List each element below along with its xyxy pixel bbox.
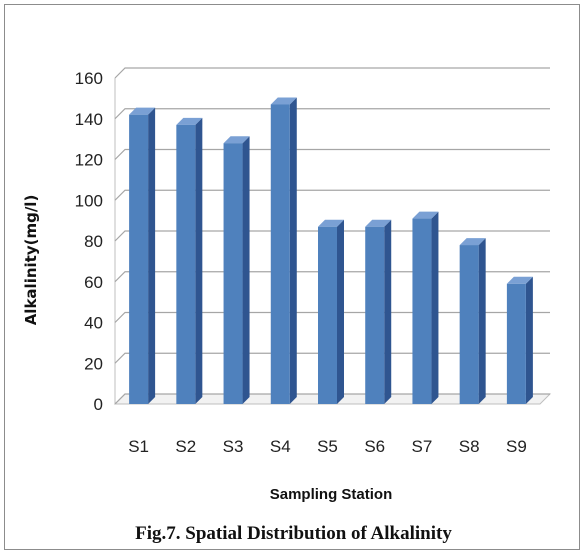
gridline [114, 148, 550, 160]
gridline [114, 108, 550, 120]
bar-s4 [270, 97, 297, 405]
x-tick-label: S3 [223, 437, 244, 456]
gridlines [114, 67, 550, 405]
bar-s1 [129, 107, 156, 405]
x-tick-label: S9 [506, 437, 527, 456]
y-tick-label: 20 [84, 354, 103, 373]
y-tick-label: 120 [75, 151, 103, 170]
y-tick-label: 140 [75, 110, 103, 129]
x-tick-label: S8 [459, 437, 480, 456]
gridline [114, 189, 550, 201]
x-tick-label: S2 [175, 437, 196, 456]
y-axis-title: Alkalinity(mg/l) [22, 195, 40, 326]
y-tick-label: 0 [94, 395, 103, 414]
y-tick-label: 60 [84, 273, 103, 292]
figure-caption: Fig.7. Spatial Distribution of Alkalinit… [135, 523, 452, 544]
x-axis-ticks: S1 S2 S3 S4 S5 S6 S7 S8 S9 [128, 437, 527, 456]
x-tick-label: S4 [270, 437, 291, 456]
x-tick-label: S6 [364, 437, 385, 456]
bar-s5 [318, 219, 344, 404]
bar-s7 [412, 211, 439, 404]
gridline [114, 67, 550, 79]
bar-s6 [365, 219, 392, 404]
x-axis-title: Sampling Station [270, 486, 393, 503]
gridline [114, 271, 550, 283]
y-tick-label: 160 [75, 69, 103, 88]
y-tick-label: 100 [75, 191, 103, 210]
y-tick-label: 40 [84, 314, 103, 333]
bar-s9 [506, 276, 533, 404]
x-tick-label: S5 [317, 437, 338, 456]
y-tick-label: 80 [84, 232, 103, 251]
gridline [114, 230, 550, 242]
gridline [114, 393, 550, 405]
y-axis-ticks: 0 20 40 60 80 100 120 140 160 [75, 69, 103, 414]
bar-s8 [459, 238, 486, 404]
x-tick-label: S1 [128, 437, 149, 456]
bars [129, 97, 533, 405]
gridline [114, 352, 550, 364]
bar-s2 [176, 117, 203, 405]
x-tick-label: S7 [412, 437, 433, 456]
gridline [114, 311, 550, 323]
bar-s3 [223, 136, 250, 404]
